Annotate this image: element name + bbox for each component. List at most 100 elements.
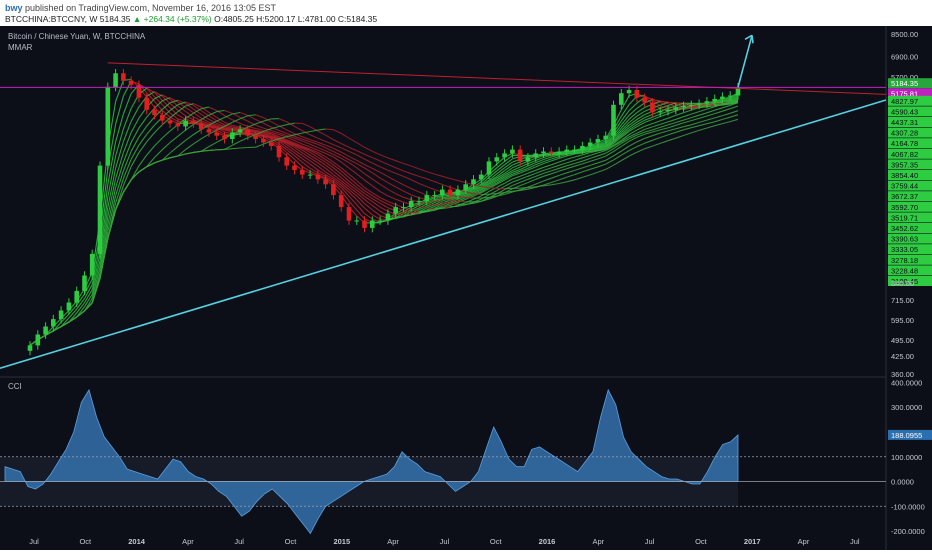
mmar-segment [520, 188, 528, 189]
mmar-segment [295, 153, 303, 159]
mmar-segment [676, 127, 684, 129]
mmar-segment [715, 119, 723, 121]
mmar-segment [598, 169, 606, 172]
mmar-segment [722, 105, 730, 107]
time-axis-tick: Oct [79, 537, 92, 546]
mmar-segment [582, 155, 590, 157]
price-axis-label: 4827.97 [888, 96, 932, 106]
candle-body [121, 73, 126, 81]
mmar-segment [691, 118, 699, 120]
mmar-segment [606, 160, 614, 164]
mmar-segment [497, 165, 505, 171]
mmar-segment [699, 124, 707, 126]
mmar-segment [349, 151, 357, 155]
mmar-segment [240, 113, 248, 116]
mmar-segment [411, 174, 419, 177]
mmar-segment [326, 145, 334, 148]
mmar-segment [590, 167, 598, 170]
mmar-segment [318, 157, 326, 162]
price-axis-label: 595.00 [891, 316, 914, 325]
mmar-segment [225, 111, 233, 114]
mmar-segment [559, 177, 567, 180]
mmar-segment [427, 187, 435, 190]
price-candle [36, 330, 41, 350]
resistance-trendline[interactable] [108, 63, 886, 94]
mmar-segment [551, 184, 559, 185]
mmar-segment [660, 122, 668, 125]
mmar-segment [388, 158, 396, 161]
mmar-segment [388, 170, 396, 173]
price-axis-label: 6900.00 [891, 52, 918, 61]
candle-body [417, 201, 422, 202]
mmar-segment [411, 195, 419, 198]
mmar-segment [349, 168, 357, 174]
mmar-segment [388, 196, 396, 199]
candle-body [658, 111, 663, 112]
mmar-segment [310, 152, 318, 157]
candle-body [409, 201, 414, 207]
mmar-segment [256, 144, 264, 147]
candle-body [300, 170, 305, 175]
candle-body [144, 98, 149, 110]
price-axis-label: 3333.05 [888, 244, 932, 254]
mmar-segment [388, 164, 396, 167]
mmar-segment [544, 168, 552, 171]
mmar-segment [598, 160, 606, 163]
publisher-link[interactable]: bwy [5, 3, 23, 13]
mmar-segment [614, 161, 622, 166]
candle-body [129, 81, 134, 85]
candle-body [572, 150, 577, 151]
mmar-segment [668, 115, 676, 118]
mmar-segment [365, 147, 373, 151]
candle-body [43, 327, 48, 335]
mmar-segment [668, 132, 676, 135]
projection-arrow[interactable] [738, 35, 752, 87]
mmar-segment [536, 173, 544, 176]
mmar-segment [295, 126, 303, 130]
mmar-ribbon-line [30, 102, 738, 345]
mmar-segment [279, 119, 287, 122]
candle-body [106, 87, 111, 166]
candle-body [673, 107, 678, 110]
mmar-segment [567, 157, 575, 159]
candle-body [28, 345, 33, 351]
mmar-segment [730, 106, 738, 109]
mmar-segment [248, 115, 256, 116]
mmar-segment [582, 158, 590, 161]
price-axis-tick: 4827.97 [891, 97, 918, 106]
mmar-segment [621, 141, 629, 146]
candle-body [681, 106, 686, 107]
price-axis-tick: 4164.78 [891, 139, 918, 148]
mmar-segment [341, 171, 349, 178]
chart-canvas[interactable]: 8500.006900.005700.005184.355175.814827.… [0, 26, 932, 550]
cci-axis-tick: 300.0000 [891, 403, 922, 412]
mmar-segment [349, 178, 357, 185]
mmar-segment [186, 152, 194, 154]
mmar-segment [458, 201, 466, 202]
mmar-segment [178, 115, 186, 119]
mmar-segment [232, 141, 240, 145]
mmar-segment [715, 108, 723, 110]
mmar-segment [652, 121, 660, 124]
time-axis-tick: Apr [798, 537, 810, 546]
candle-body [448, 190, 453, 196]
mmar-segment [139, 117, 147, 128]
mmar-segment [722, 122, 730, 124]
mmar-segment [357, 151, 365, 155]
candle-body [619, 93, 624, 105]
mmar-segment [435, 182, 443, 185]
mmar-segment [310, 135, 318, 139]
mmar-segment [388, 201, 396, 204]
mmar-segment [404, 214, 412, 215]
mmar-segment [520, 179, 528, 182]
mmar-segment [575, 158, 583, 161]
mmar-segment [645, 140, 653, 143]
mmar-segment [559, 166, 567, 169]
mmar-segment [380, 172, 388, 176]
mmar-segment [668, 125, 676, 128]
candle-body [642, 98, 647, 103]
mmar-segment [637, 149, 645, 152]
mmar-segment [396, 181, 404, 185]
mmar-segment [722, 113, 730, 115]
